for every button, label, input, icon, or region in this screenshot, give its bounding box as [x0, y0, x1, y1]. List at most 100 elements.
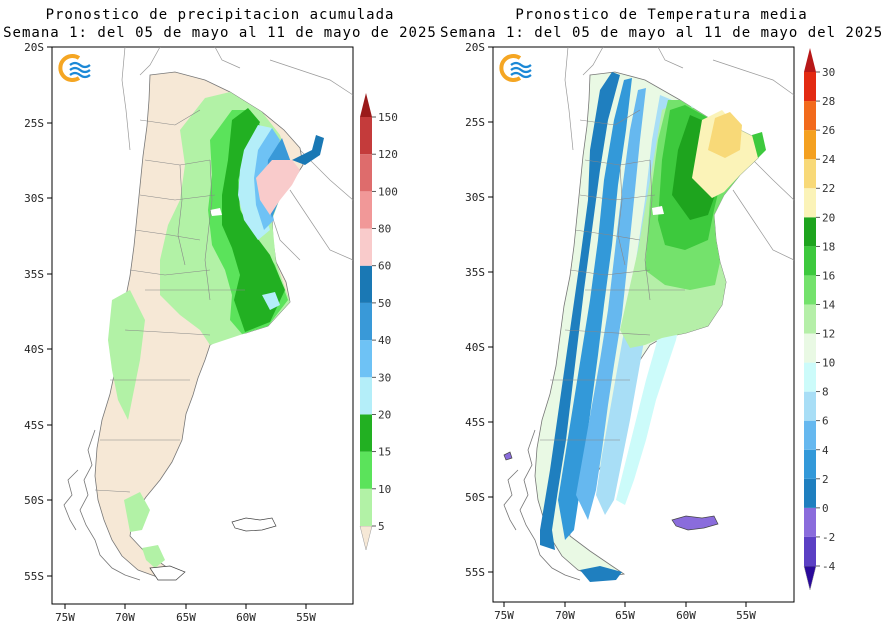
- lon-label-60W: 60W: [676, 609, 696, 622]
- colorbar-swatch: [804, 188, 816, 218]
- colorbar-swatch: [360, 377, 372, 415]
- lat-label-20S: 20S: [465, 41, 485, 54]
- lat-label-30S: 30S: [24, 192, 44, 205]
- lon-ticks: [503, 602, 747, 607]
- lat-ticks: [47, 46, 52, 577]
- map-title: Pronostico de Temperatura media: [515, 7, 808, 23]
- lat-label-25S: 25S: [24, 117, 44, 130]
- colorbar-swatch: [804, 449, 816, 479]
- colorbar-label: 120: [378, 148, 398, 161]
- colorbar-label: 50: [378, 297, 391, 310]
- colorbar-arrow-low: [803, 565, 817, 591]
- lat-label-45S: 45S: [465, 416, 485, 429]
- colorbar-label: 2: [822, 473, 829, 486]
- colorbar-swatch: [804, 72, 816, 102]
- colorbar-swatch: [360, 228, 372, 266]
- lat-label-20S: 20S: [24, 41, 44, 54]
- lon-tick-labels: 75W 70W 65W 60W 55W: [55, 611, 316, 624]
- colorbar-swatch: [804, 130, 816, 160]
- colorbar-arrow-high: [804, 48, 816, 72]
- lon-label-65W: 65W: [615, 609, 635, 622]
- lon-label-75W: 75W: [55, 611, 75, 624]
- colorbar-swatch: [804, 101, 816, 131]
- chile-coastline: [503, 429, 581, 581]
- map-subtitle: Semana 1: del 05 de mayo al 11 de mayo d…: [440, 25, 883, 41]
- lat-label-40S: 40S: [24, 343, 44, 356]
- province-borders: [94, 109, 245, 493]
- province-borders: [540, 109, 685, 441]
- lon-label-60W: 60W: [236, 611, 256, 624]
- lat-label-45S: 45S: [24, 419, 44, 432]
- colorbar-label: 10: [378, 483, 391, 496]
- lon-label-70W: 70W: [115, 611, 135, 624]
- lon-label-70W: 70W: [555, 609, 575, 622]
- colorbar-swatch: [360, 451, 372, 489]
- colorbar-swatch: [360, 265, 372, 303]
- colorbar-swatch: [804, 159, 816, 189]
- chile-coastline: [63, 429, 141, 581]
- colorbar-label: 30: [378, 371, 391, 384]
- colorbar-swatch: [360, 117, 372, 155]
- colorbar-label: 80: [378, 223, 391, 236]
- colorbar-label: 20: [378, 408, 391, 421]
- colorbar-swatch: [804, 275, 816, 305]
- colorbar-label: 18: [822, 240, 835, 253]
- colorbar-label: 24: [822, 153, 836, 166]
- colorbar-swatch: [804, 507, 816, 537]
- islands: [149, 517, 277, 581]
- colorbar-label: -2: [822, 531, 835, 544]
- smn-sun-waves-logo: [58, 54, 91, 82]
- smn-sun-waves-logo: [499, 54, 532, 82]
- precipitation-map: 20S 25S 30S 35S 40S 45S 50S 55S 75W 70W …: [24, 41, 398, 624]
- colorbar-swatch: [804, 333, 816, 363]
- colorbar-swatch: [360, 191, 372, 229]
- map-title: Pronostico de precipitacion acumulada: [45, 7, 395, 23]
- precipitation-map-panel: Pronostico de precipitacion acumulada Se…: [0, 0, 440, 633]
- colorbar-label: 60: [378, 260, 391, 273]
- colorbar-label: 12: [822, 328, 835, 341]
- colorbar-label: 30: [822, 66, 835, 79]
- colorbar-swatch: [804, 536, 816, 566]
- lon-label-55W: 55W: [296, 611, 316, 624]
- colorbar-swatch: [804, 246, 816, 276]
- colorbar-label: 100: [378, 185, 398, 198]
- colorbar-swatch: [360, 488, 372, 526]
- colorbar-label: 5: [378, 520, 385, 533]
- lat-label-30S: 30S: [465, 191, 485, 204]
- lat-label-50S: 50S: [465, 491, 485, 504]
- colorbar-swatch: [360, 154, 372, 192]
- colorbar-swatch: [804, 217, 816, 247]
- colorbar-swatch: [360, 302, 372, 341]
- lon-label-65W: 65W: [176, 611, 196, 624]
- islands: [503, 451, 719, 531]
- colorbar-label: 16: [822, 269, 835, 282]
- colorbar-swatch: [360, 340, 372, 378]
- map-subtitle: Semana 1: del 05 de mayo al 11 de mayo d…: [3, 25, 437, 41]
- lat-label-50S: 50S: [24, 494, 44, 507]
- colorbar-label: 6: [822, 415, 829, 428]
- lat-label-40S: 40S: [465, 341, 485, 354]
- lat-label-55S: 55S: [24, 570, 44, 583]
- colorbar-label: 20: [822, 211, 835, 224]
- lat-label-35S: 35S: [24, 268, 44, 281]
- colorbar-arrow-low: [359, 525, 373, 551]
- colorbar-label: 15: [378, 446, 391, 459]
- lon-tick-labels: 75W 70W 65W 60W 55W: [494, 609, 756, 622]
- colorbar-label: 22: [822, 182, 835, 195]
- colorbar-swatch: [804, 478, 816, 508]
- colorbar-arrow-high: [360, 93, 372, 117]
- colorbar-label: 4: [822, 444, 829, 457]
- precipitation-colorbar: 5 10 15 20 30 40 50 60 80 100 120 150: [359, 93, 398, 551]
- lat-tick-labels: 20S 25S 30S 35S 40S 45S 50S 55S: [24, 41, 44, 583]
- lat-label-35S: 35S: [465, 266, 485, 279]
- lon-ticks: [64, 604, 307, 609]
- colorbar-swatch: [804, 391, 816, 421]
- colorbar-label: 10: [822, 357, 835, 370]
- lat-label-25S: 25S: [465, 116, 485, 129]
- colorbar-label: 28: [822, 95, 835, 108]
- colorbar-swatch: [360, 414, 372, 452]
- colorbar-label: 26: [822, 124, 835, 137]
- precipitation-fill: [108, 92, 324, 568]
- temperature-map: 20S 25S 30S 35S 40S 45S 50S 55S 75W 70W …: [465, 41, 836, 622]
